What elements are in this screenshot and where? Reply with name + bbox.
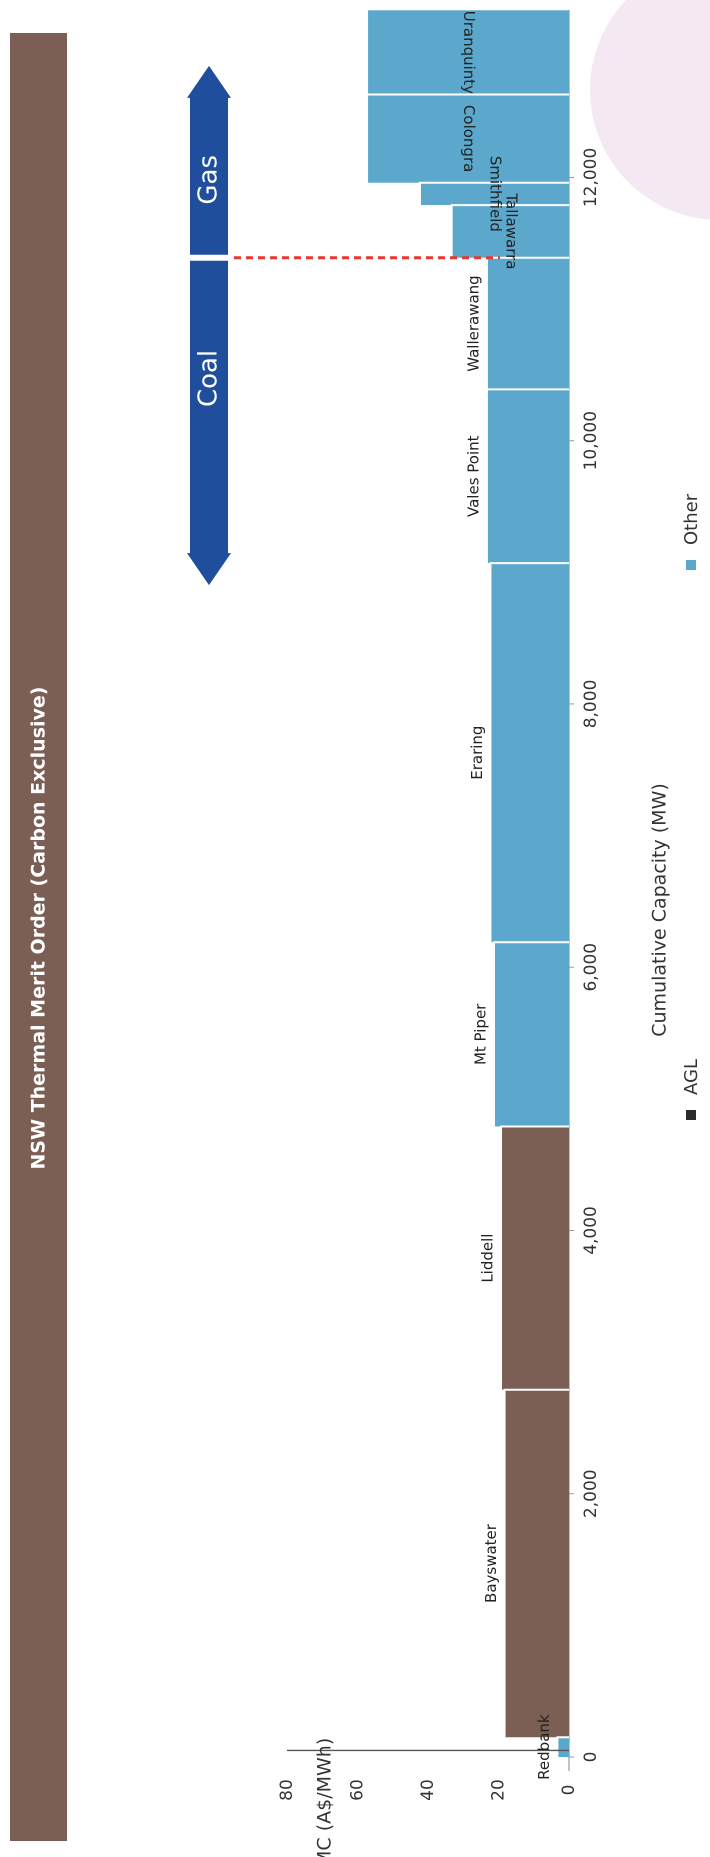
x-tick-label-2000: 2,000	[581, 1469, 601, 1518]
bar-colongra	[368, 94, 569, 183]
x-ticks-group: 0 2,000 4,000 6,000 8,000 10,000 12,000	[569, 148, 601, 1763]
plant-label-liddell: Liddell	[479, 1234, 497, 1283]
plant-label-bayswater: Bayswater	[482, 1523, 500, 1603]
bar-bayswater	[505, 1389, 569, 1738]
plant-label-vales-point: Vales Point	[464, 435, 482, 517]
bar-mt-piper	[494, 942, 569, 1127]
bar-liddell	[502, 1126, 569, 1390]
y-tick-label-0: 0	[559, 1785, 579, 1796]
gas-label: Gas	[194, 155, 224, 205]
y-tick-label-60: 60	[348, 1779, 368, 1801]
legend-label-other: Other	[681, 493, 702, 545]
bar-vales-point	[487, 389, 569, 564]
bar-uranquinty	[368, 10, 569, 95]
fuel-arrow-shape	[187, 65, 231, 586]
bar-tallawarra	[452, 205, 569, 258]
coal-label: Coal	[194, 350, 224, 407]
plant-label-wallerawang: Wallerawang	[464, 275, 482, 371]
legend-marker-other	[686, 560, 696, 570]
x-tick-label-8000: 8,000	[581, 680, 601, 729]
bar-smithfield	[420, 182, 569, 206]
x-tick-label-0: 0	[581, 1752, 601, 1763]
bars-group	[287, 10, 569, 1757]
legend-marker-agl	[686, 1110, 696, 1120]
title-banner	[10, 33, 67, 1841]
y-axis-title: SRMC (A$/MWh)	[314, 1738, 336, 1857]
plant-label-tallawarra: Tallawarra	[502, 192, 520, 269]
x-tick-label-6000: 6,000	[581, 943, 601, 992]
chart-title: NSW Thermal Merit Order (Carbon Exclusiv…	[28, 687, 50, 1170]
y-tick-label-80: 80	[277, 1779, 297, 1801]
x-tick-label-12000: 12,000	[581, 148, 601, 207]
x-tick-label-10000: 10,000	[581, 411, 601, 470]
y-tick-label-40: 40	[418, 1779, 438, 1801]
plant-label-eraring: Eraring	[468, 726, 486, 780]
bar-eraring	[491, 563, 569, 943]
plant-label-colongra: Colongra	[460, 105, 478, 172]
plant-label-redbank: Redbank	[535, 1714, 553, 1780]
fuel-arrow: Coal Gas	[186, 65, 232, 586]
bar-redbank	[558, 1737, 569, 1757]
x-tick-label-4000: 4,000	[581, 1206, 601, 1255]
y-ticks-group: 0 20 40 60 80	[277, 1779, 579, 1801]
legend-label-agl: AGL	[681, 1059, 702, 1095]
plant-labels-group: Redbank Bayswater Liddell Mt Piper Eraring Va…	[460, 11, 553, 1780]
legend: AGL Other	[681, 493, 702, 1120]
plant-label-uranquinty: Uranquinty	[460, 11, 478, 94]
y-tick-label-20: 20	[489, 1779, 509, 1801]
x-axis-title: Cumulative Capacity (MW)	[649, 783, 671, 1037]
plant-label-smithfield: Smithfield	[486, 156, 504, 232]
plant-label-mt-piper: Mt Piper	[471, 1003, 489, 1065]
bar-dividers	[366, 93, 569, 1739]
bar-wallerawang	[487, 257, 569, 390]
